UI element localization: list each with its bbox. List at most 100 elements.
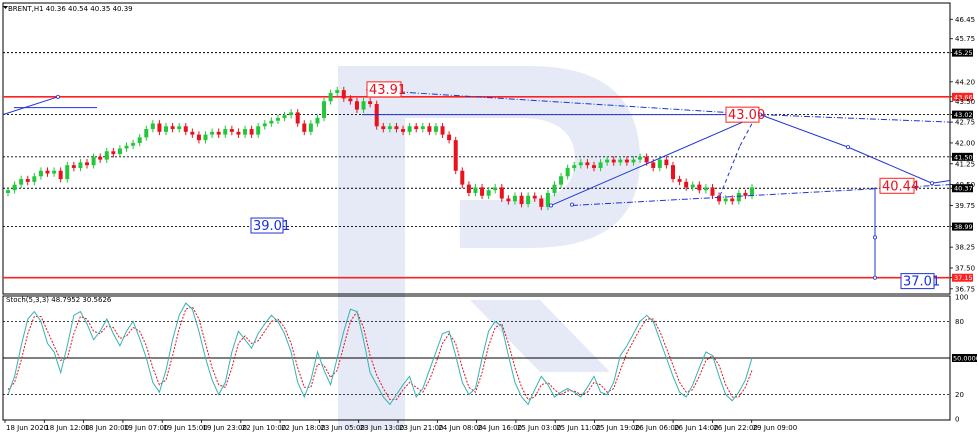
candle-body <box>58 170 63 180</box>
price-tag-label: 40.37 <box>954 185 973 193</box>
time-tick-label: 25 Jun 11:00 <box>556 424 600 432</box>
time-tick-label: 26 Jun 06:00 <box>635 424 679 432</box>
candle-body <box>736 192 741 202</box>
candle-body <box>131 142 136 146</box>
forecast-line <box>759 114 849 148</box>
candle-body <box>341 90 346 99</box>
candle-body <box>526 195 531 205</box>
candle-body <box>473 187 478 193</box>
candle-body <box>91 156 96 166</box>
candle-body <box>203 134 208 141</box>
candle-body <box>565 167 570 177</box>
price-tag-label: 41.50 <box>954 153 973 161</box>
candle-body <box>670 165 675 180</box>
candle-body <box>493 187 498 191</box>
candle-body <box>684 181 689 188</box>
stoch-main-line <box>7 302 753 406</box>
candle-body <box>401 129 406 132</box>
stoch-title: Stoch(5,3,3) 48.7952 30.5626 <box>6 296 112 304</box>
candle-body <box>282 115 287 118</box>
candle-body <box>585 162 590 166</box>
candle-body <box>354 101 359 110</box>
time-tick-label: 22 Jun 10:00 <box>242 424 286 432</box>
candle-body <box>499 187 504 199</box>
price-tick-label: 45.75 <box>955 35 975 43</box>
price-tick-label: 42.00 <box>955 139 975 147</box>
candle-body <box>631 159 636 163</box>
price-tick-label: 43.50 <box>955 98 975 106</box>
price-tag <box>952 152 973 161</box>
candle-body <box>710 187 715 196</box>
candle-body <box>124 145 129 149</box>
forecast-line <box>931 179 951 184</box>
price-tag-label: 45.25 <box>954 49 973 57</box>
candle-body <box>183 126 188 132</box>
candle-body <box>236 131 241 135</box>
candle-body <box>368 101 373 105</box>
watermark-shape <box>470 300 610 372</box>
time-tick-label: 26 Jun 22:00 <box>713 424 757 432</box>
candle-body <box>427 126 432 132</box>
candle-body <box>690 184 695 188</box>
time-tick-label: 24 Jun 16:00 <box>478 424 522 432</box>
candle-body <box>170 126 175 130</box>
candle-body <box>144 129 149 138</box>
title-triangle-icon <box>3 6 8 9</box>
annotation-label: 43.91 <box>369 83 406 98</box>
time-tick-label: 26 Jun 14:00 <box>674 424 718 432</box>
annotations: 43.91 43.00 40.44 39.01 37.01 <box>250 81 940 290</box>
price-tag-label: 38.99 <box>954 223 973 231</box>
watermark-shape <box>338 66 640 430</box>
candle-body <box>598 162 603 168</box>
price-tag <box>952 48 973 57</box>
annotation-label: 37.01 <box>903 275 940 290</box>
annotation-box <box>366 81 402 98</box>
time-tick-label: 23 Jun 05:00 <box>320 424 364 432</box>
price-tag <box>952 273 973 282</box>
candle-body <box>256 126 261 135</box>
candle-body <box>78 162 83 168</box>
candle-body <box>249 129 254 135</box>
stoch-tick-label: 100 <box>955 294 968 302</box>
stoch-axis: 100 80 50.0000 20 0 <box>952 294 978 424</box>
price-tag <box>952 222 973 231</box>
stoch-levels <box>3 320 950 396</box>
candle-body <box>644 156 649 163</box>
annotation-box <box>250 217 284 234</box>
forecast-node <box>873 275 878 280</box>
candle-body <box>519 195 524 205</box>
forecast-node <box>56 94 61 99</box>
candle-body <box>52 170 57 174</box>
stoch-tag <box>952 354 977 362</box>
candle-body <box>104 151 109 160</box>
candle-body <box>137 137 142 143</box>
annotation-box <box>879 177 915 194</box>
forecast-line <box>847 146 933 184</box>
time-tick-label: 25 Jun 19:00 <box>596 424 640 432</box>
candle-body <box>532 195 537 199</box>
stoch-tick-label: 80 <box>955 318 964 326</box>
candle-body <box>559 176 564 185</box>
candle-body <box>624 159 629 163</box>
candle-body <box>275 117 280 121</box>
annotation-label: 40.44 <box>882 179 919 194</box>
candle-body <box>539 198 544 207</box>
forecast-line <box>719 145 741 196</box>
chart-title: BRENT,H1 40.36 40.54 40.35 40.39 <box>8 5 133 13</box>
candle-body <box>394 126 399 130</box>
candle-body <box>677 179 682 182</box>
candle-body <box>308 123 313 132</box>
time-tick-label: 18 Jun 2020 <box>6 424 48 432</box>
price-tick-label: 37.50 <box>955 264 975 272</box>
candle-body <box>407 126 412 132</box>
time-tick-label: 19 Jun 23:00 <box>203 424 247 432</box>
candle-body <box>6 190 10 193</box>
annotation-box <box>900 273 935 290</box>
candle-body <box>697 184 702 191</box>
candle-body <box>19 179 24 185</box>
time-tick-label: 25 Jun 03:00 <box>517 424 561 432</box>
time-tick-label: 18 Jun 12:00 <box>45 424 89 432</box>
